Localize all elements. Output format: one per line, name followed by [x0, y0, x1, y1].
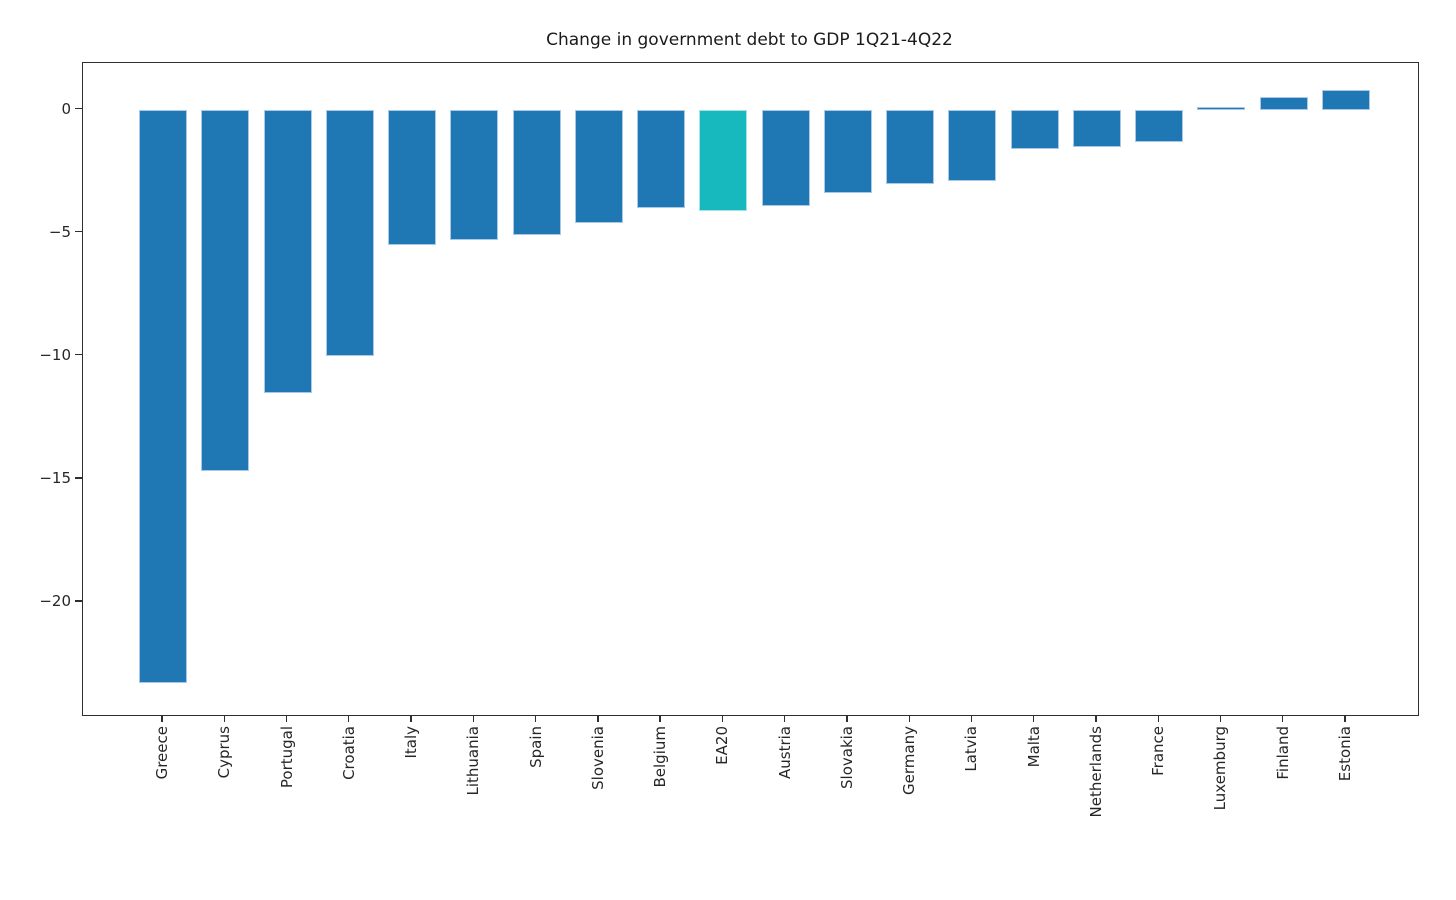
x-tick-mark [846, 715, 848, 723]
bar-austria [761, 109, 810, 206]
bar-malta [1010, 109, 1059, 150]
x-tick-mark [285, 715, 288, 723]
x-tick-label-portugal: Portugal [277, 726, 296, 789]
x-tick-label-estonia: Estonia [1335, 726, 1354, 782]
bar-slovakia [823, 109, 872, 194]
x-tick-mark [597, 715, 599, 723]
x-tick-mark [1282, 715, 1284, 723]
x-tick-mark [1157, 715, 1159, 723]
bar-latvia [948, 109, 997, 182]
x-tick-label-france: France [1149, 726, 1168, 776]
x-tick-label-netherlands: Netherlands [1086, 726, 1105, 818]
bar-netherlands [1072, 109, 1121, 147]
y-tick-label: −10 [39, 345, 71, 364]
x-tick-label-spain: Spain [526, 726, 545, 768]
bar-lithuania [450, 109, 499, 241]
chart-title: Change in government debt to GDP 1Q21-4Q… [546, 30, 953, 50]
bar-greece [139, 109, 187, 683]
x-tick-mark [223, 715, 225, 723]
x-tick-mark [784, 715, 786, 723]
y-tick-mark [75, 354, 82, 356]
x-tick-label-germany: Germany [900, 726, 919, 795]
y-tick-label: −20 [39, 591, 71, 610]
x-tick-label-malta: Malta [1024, 726, 1043, 768]
x-tick-label-lithuania: Lithuania [464, 726, 483, 796]
x-tick-label-croatia: Croatia [339, 726, 358, 780]
bar-croatia [325, 109, 374, 356]
x-tick-mark [348, 715, 350, 723]
bar-slovenia [574, 109, 623, 223]
x-tick-mark [1033, 715, 1035, 723]
bar-finland [1259, 97, 1308, 110]
x-tick-mark [534, 715, 537, 723]
bar-portugal [263, 109, 312, 393]
x-tick-label-cyprus: Cyprus [215, 726, 234, 779]
x-tick-mark [472, 715, 474, 723]
bar-belgium [637, 109, 686, 209]
bar-cyprus [201, 109, 250, 472]
bar-highlight-ea20 [699, 109, 748, 211]
x-tick-mark [659, 715, 661, 723]
x-tick-mark [1344, 715, 1346, 723]
y-tick-mark [75, 477, 82, 479]
x-tick-mark [1095, 715, 1097, 723]
x-tick-label-latvia: Latvia [962, 726, 981, 772]
x-tick-mark [908, 715, 910, 723]
x-tick-mark [161, 715, 163, 723]
y-tick-label: 0 [61, 99, 71, 118]
x-tick-label-ea20: EA20 [713, 726, 732, 765]
bar-germany [886, 109, 935, 184]
x-tick-mark [970, 715, 973, 723]
x-tick-label-slovakia: Slovakia [837, 726, 856, 789]
x-tick-mark [1219, 715, 1222, 723]
bar-spain [512, 109, 561, 236]
x-tick-label-slovenia: Slovenia [588, 726, 607, 790]
x-tick-label-austria: Austria [775, 726, 794, 779]
x-tick-label-greece: Greece [153, 726, 171, 780]
x-tick-label-italy: Italy [402, 726, 421, 759]
y-tick-mark [75, 231, 82, 233]
x-tick-mark [410, 715, 412, 723]
y-tick-label: −15 [39, 468, 71, 487]
x-tick-label-finland: Finland [1273, 726, 1292, 780]
y-tick-mark [75, 108, 82, 110]
x-tick-label-luxemburg: Luxemburg [1211, 726, 1230, 811]
y-tick-label: −5 [48, 222, 71, 241]
y-tick-mark [75, 600, 82, 602]
x-tick-mark [721, 715, 724, 723]
bar-estonia [1321, 90, 1370, 110]
plot-area [82, 62, 1419, 716]
bar-luxemburg [1197, 107, 1246, 110]
bar-france [1135, 109, 1184, 142]
bar-italy [388, 109, 437, 246]
x-tick-label-belgium: Belgium [651, 726, 670, 788]
